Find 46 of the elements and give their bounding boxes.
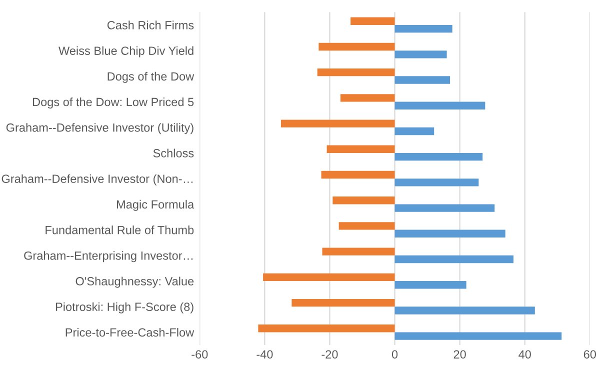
y-tick-label: Graham--Defensive Investor (Utility) bbox=[6, 123, 194, 134]
bar bbox=[394, 24, 452, 33]
y-tick-label: Weiss Blue Chip Div Yield bbox=[58, 46, 194, 58]
x-tick-label: 20 bbox=[454, 350, 466, 359]
bar bbox=[258, 324, 395, 332]
bar bbox=[263, 273, 395, 282]
bar bbox=[394, 127, 434, 136]
bar bbox=[350, 17, 395, 25]
x-tick-label: -20 bbox=[322, 350, 338, 359]
y-tick-label: O'Shaughnessy: Value bbox=[76, 276, 194, 288]
bar bbox=[394, 332, 562, 340]
x-tick-label: 0 bbox=[392, 350, 398, 359]
y-tick-label: Magic Formula bbox=[117, 200, 194, 211]
y-tick-label: Graham--Enterprising Investor… bbox=[24, 251, 193, 262]
bar bbox=[318, 42, 395, 51]
bar bbox=[394, 152, 483, 161]
bar bbox=[280, 120, 395, 128]
bar bbox=[317, 68, 395, 76]
bar bbox=[394, 255, 514, 264]
bar bbox=[340, 94, 395, 102]
bar bbox=[292, 298, 395, 307]
y-tick-label: Fundamental Rule of Thumb bbox=[46, 226, 194, 234]
y-tick-label: Dogs of the Dow: Low Priced 5 bbox=[32, 98, 194, 109]
y-tick-label: Graham--Defensive Investor (Non-… bbox=[2, 174, 193, 186]
y-tick-label: Cash Rich Firms bbox=[107, 20, 194, 30]
y-tick-label: Piotroski: High F-Score (8) bbox=[56, 302, 194, 314]
bar bbox=[394, 230, 506, 238]
bar bbox=[394, 281, 466, 289]
bar bbox=[394, 76, 450, 84]
bar bbox=[394, 178, 479, 186]
bar bbox=[326, 145, 395, 153]
x-tick-label: -60 bbox=[192, 350, 208, 359]
bar bbox=[338, 222, 395, 230]
bar bbox=[394, 204, 495, 212]
y-tick-label: Price-to-Free-Cash-Flow bbox=[66, 328, 194, 337]
y-tick-label: Dogs of the Dow bbox=[108, 72, 194, 83]
bar bbox=[332, 196, 395, 204]
bar bbox=[321, 170, 395, 179]
x-tick-label: -40 bbox=[256, 350, 273, 359]
bar bbox=[322, 248, 395, 256]
x-tick-label: 60 bbox=[584, 350, 596, 359]
bar bbox=[394, 50, 447, 58]
y-tick-label: Schloss bbox=[153, 148, 194, 158]
x-tick-label: 40 bbox=[518, 350, 531, 359]
bar bbox=[394, 306, 535, 314]
bar bbox=[394, 102, 486, 110]
